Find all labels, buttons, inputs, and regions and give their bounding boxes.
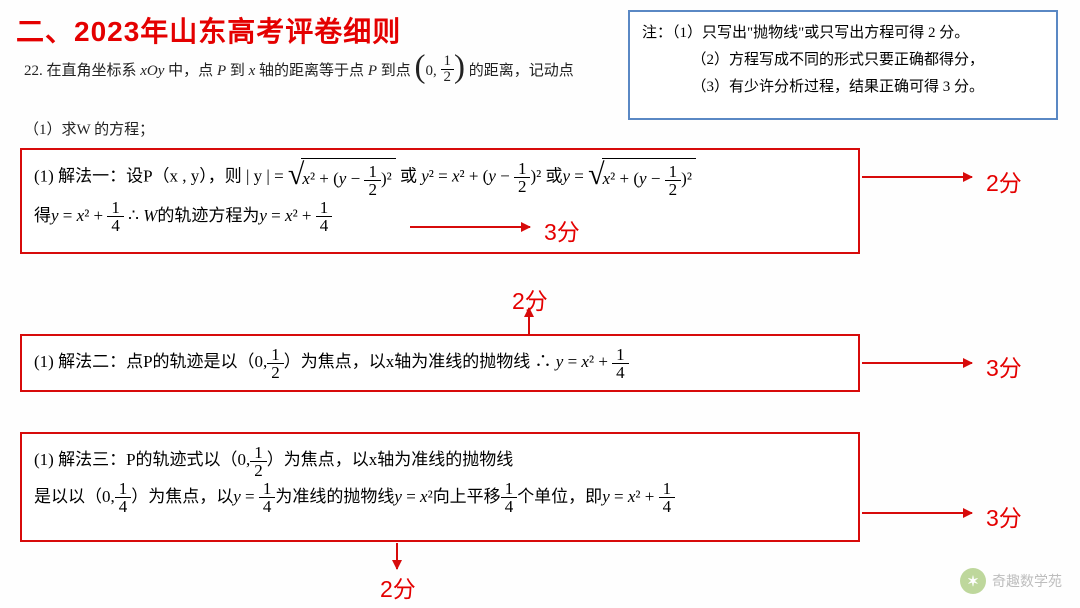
sqrt2: √x² + (y − 12)² [588, 158, 696, 198]
solution-1-box: (1) 解法一：设P（x , y），则 | y | = √x² + (y − 1… [20, 148, 860, 254]
solution-3-line2: 是以以（0,14）为焦点，以y = 14为准线的抛物线y = x²向上平移14个… [34, 479, 846, 516]
solution-2-box: (1) 解法二：点P的轨迹是以（0,12）为焦点，以x轴为准线的抛物线 ∴ y … [20, 334, 860, 392]
txt: 的距离，记动点 [465, 63, 574, 79]
problem-stem: 22. 在直角坐标系 xOy 中，点 P 到 x 轴的距离等于点 P 到点 (0… [24, 54, 574, 87]
page: 二、2023年山东高考评卷细则 22. 在直角坐标系 xOy 中，点 P 到 x… [0, 0, 1080, 608]
score-2pt-1: 2分 [986, 164, 1022, 198]
solution-1-line1: (1) 解法一：设P（x , y），则 | y | = √x² + (y − 1… [34, 158, 846, 198]
txt: 到 [226, 63, 249, 79]
arrow-right-1 [862, 176, 972, 178]
arrow-down-1 [396, 543, 398, 569]
score-2pt-3: 2分 [380, 570, 416, 604]
note-line-1: 注：（1）只写出"抛物线"或只写出方程可得 2 分。 [642, 20, 1044, 47]
xoy: xOy [140, 63, 164, 79]
subquestion-1: （1）求W 的方程； [24, 118, 154, 139]
txt: 22. 在直角坐标系 [24, 63, 140, 79]
arrow-up-1 [528, 308, 530, 334]
arrow-right-4 [862, 512, 972, 514]
score-3pt-3: 3分 [986, 499, 1022, 533]
note-box: 注：（1）只写出"抛物线"或只写出方程可得 2 分。 （2）方程写成不同的形式只… [628, 10, 1058, 120]
solution-3-box: (1) 解法三：P的轨迹式以（0,12）为焦点，以x轴为准线的抛物线 是以以（0… [20, 432, 860, 542]
solution-3-line1: (1) 解法三：P的轨迹式以（0,12）为焦点，以x轴为准线的抛物线 [34, 442, 846, 479]
wechat-icon: ✶ [960, 568, 986, 594]
p: P [217, 63, 226, 79]
note-line-3: （3）有少许分析过程，结果正确可得 3 分。 [642, 74, 1044, 101]
arrow-right-3 [862, 362, 972, 364]
rparen: ) [454, 56, 465, 79]
p: P [368, 63, 377, 79]
note-line-2: （2）方程写成不同的形式只要正确都得分， [642, 47, 1044, 74]
solution-1-line2: 得y = x² + 14 ∴ W的轨迹方程为y = x² + 14 [34, 198, 846, 235]
half: 12 [441, 54, 455, 85]
watermark: ✶ 奇趣数学苑 [960, 568, 1062, 594]
txt: 轴的距离等于点 [255, 63, 368, 79]
sqrt: √x² + (y − 12)² [288, 158, 396, 198]
arrow-right-2 [410, 226, 530, 228]
lparen: ( [415, 56, 426, 79]
score-3pt-1: 3分 [544, 213, 580, 247]
score-3pt-2: 3分 [986, 349, 1022, 383]
section-title: 二、2023年山东高考评卷细则 [16, 10, 401, 50]
txt: 到点 [377, 63, 415, 79]
txt: 中，点 [164, 63, 217, 79]
watermark-text: 奇趣数学苑 [992, 571, 1062, 591]
